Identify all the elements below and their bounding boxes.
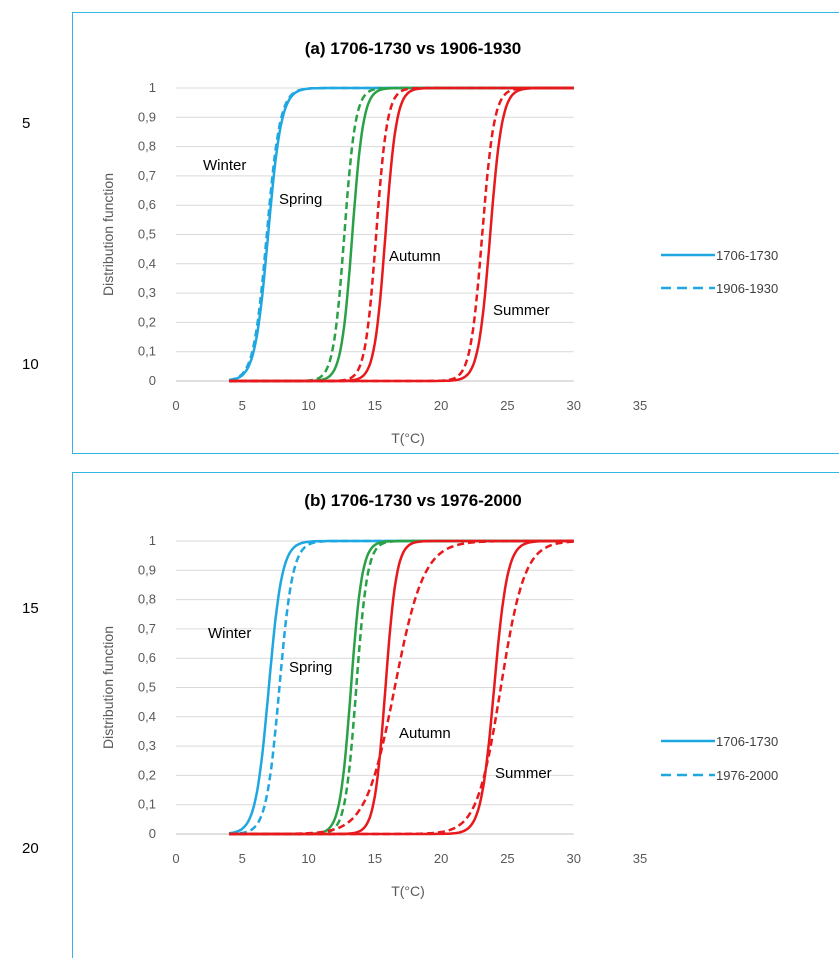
x-tick-label: 0	[172, 398, 179, 413]
legend-label: 1906-1930	[716, 281, 778, 296]
y-tick-label: 0	[149, 826, 156, 841]
legend-label: 1976-2000	[716, 768, 778, 783]
x-tick-label: 25	[500, 851, 514, 866]
x-tick-label: 35	[633, 851, 647, 866]
y-tick-label: 0,8	[138, 592, 156, 607]
line-number-20: 20	[22, 840, 39, 857]
x-tick-label: 15	[368, 398, 382, 413]
line-number-15: 15	[22, 600, 39, 617]
chart-a-svg: (a) 1706-1730 vs 1906-1930 0 0,1 0,2 0,3 0,4 0…	[100, 39, 778, 446]
y-tick-label: 0,8	[138, 139, 156, 154]
season-label-spring: Spring	[289, 659, 332, 676]
chart-title: (a) 1706-1730 vs 1906-1930	[305, 39, 521, 58]
y-tick-label: 1	[149, 80, 156, 95]
x-tick-label: 10	[301, 851, 315, 866]
x-tick-label: 30	[566, 398, 580, 413]
season-label-spring: Spring	[279, 191, 322, 208]
y-axis-label: Distribution function	[100, 173, 116, 296]
y-tick-label: 0,9	[138, 562, 156, 577]
y-tick-label: 0,4	[138, 256, 156, 271]
x-tick-label: 15	[368, 851, 382, 866]
y-tick-label: 0,5	[138, 680, 156, 695]
line-number-5: 5	[22, 115, 31, 132]
x-tick-label: 20	[434, 398, 448, 413]
series-line-summer-1976-2000	[229, 540, 574, 836]
y-tick-label: 0,1	[138, 797, 156, 812]
x-tick-label: 35	[633, 398, 647, 413]
chart-title: (b) 1706-1730 vs 1976-2000	[304, 491, 521, 510]
x-axis-label: T(°C)	[391, 430, 425, 446]
y-tick-label: 0,6	[138, 197, 156, 212]
y-tick-label: 0,2	[138, 767, 156, 782]
y-tick-label: 0,7	[138, 621, 156, 636]
x-tick-label: 20	[434, 851, 448, 866]
season-label-autumn: Autumn	[399, 725, 451, 742]
x-tick-label: 30	[566, 851, 580, 866]
season-label-winter: Winter	[208, 625, 251, 642]
y-tick-label: 0,1	[138, 344, 156, 359]
x-axis-label: T(°C)	[391, 883, 425, 899]
x-tick-label: 0	[172, 851, 179, 866]
season-label-autumn: Autumn	[389, 248, 441, 265]
y-tick-label: 0	[149, 373, 156, 388]
series-line-summer-1906-1930	[229, 86, 574, 383]
legend-label: 1706-1730	[716, 734, 778, 749]
chart-panel-b: (b) 1706-1730 vs 1976-2000 0 0,1 0,2 0,3 0,4 0…	[72, 472, 839, 958]
x-tick-label: 5	[239, 398, 246, 413]
line-number-10: 10	[22, 356, 39, 373]
y-tick-label: 0,3	[138, 285, 156, 300]
legend-label: 1706-1730	[716, 248, 778, 263]
y-tick-label: 1	[149, 533, 156, 548]
y-tick-label: 0,4	[138, 709, 156, 724]
y-tick-label: 0,2	[138, 314, 156, 329]
x-tick-label: 10	[301, 398, 315, 413]
y-tick-label: 0,5	[138, 227, 156, 242]
y-tick-label: 0,9	[138, 109, 156, 124]
y-axis-label: Distribution function	[100, 626, 116, 749]
chart-b-svg: (b) 1706-1730 vs 1976-2000 0 0,1 0,2 0,3 0,4 0…	[100, 491, 778, 899]
y-tick-label: 0,7	[138, 168, 156, 183]
season-label-summer: Summer	[493, 302, 550, 319]
x-tick-label: 25	[500, 398, 514, 413]
x-tick-label: 5	[239, 851, 246, 866]
chart-panel-a: (a) 1706-1730 vs 1906-1930 0 0,1 0,2 0,3 0,4 0…	[72, 12, 839, 454]
y-tick-label: 0,6	[138, 650, 156, 665]
season-label-winter: Winter	[203, 157, 246, 174]
y-tick-label: 0,3	[138, 738, 156, 753]
season-label-summer: Summer	[495, 765, 552, 782]
